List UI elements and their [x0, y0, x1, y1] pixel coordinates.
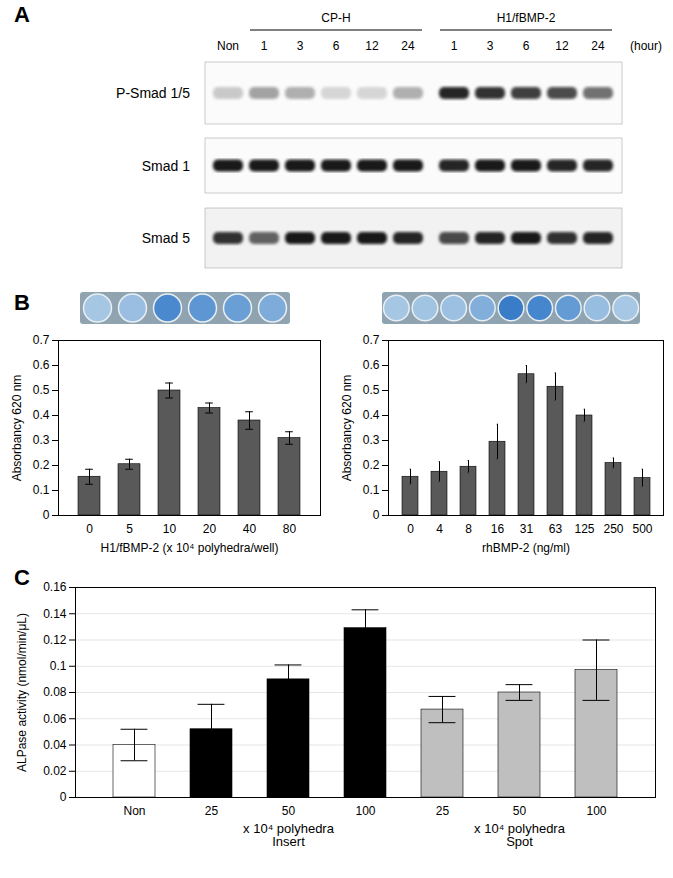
svg-text:0.5: 0.5	[363, 383, 380, 397]
svg-text:(hour): (hour)	[630, 39, 662, 53]
svg-text:24: 24	[591, 39, 605, 53]
svg-text:Smad 1: Smad 1	[142, 158, 190, 174]
svg-text:12: 12	[365, 39, 379, 53]
svg-text:3: 3	[487, 39, 494, 53]
svg-text:0.12: 0.12	[43, 633, 67, 647]
svg-text:P-Smad 1/5: P-Smad 1/5	[116, 85, 190, 101]
svg-text:10: 10	[163, 522, 177, 536]
svg-text:H1/fBMP-2: H1/fBMP-2	[497, 11, 556, 25]
svg-text:12: 12	[555, 39, 569, 53]
svg-text:100: 100	[586, 804, 606, 818]
svg-text:250: 250	[603, 522, 623, 536]
svg-text:0.02: 0.02	[43, 764, 67, 778]
svg-text:6: 6	[523, 39, 530, 53]
svg-text:500: 500	[632, 522, 652, 536]
svg-text:25: 25	[205, 804, 219, 818]
svg-text:0.3: 0.3	[363, 433, 380, 447]
svg-text:50: 50	[282, 804, 296, 818]
svg-text:0.4: 0.4	[363, 408, 380, 422]
svg-text:8: 8	[465, 522, 472, 536]
svg-text:0.1: 0.1	[50, 659, 67, 673]
svg-text:0.5: 0.5	[33, 383, 50, 397]
svg-text:1: 1	[451, 39, 458, 53]
svg-text:24: 24	[401, 39, 415, 53]
svg-text:0.16: 0.16	[43, 580, 67, 594]
svg-text:H1/fBMP-2 (x 10⁴ polyhedra/wel: H1/fBMP-2 (x 10⁴ polyhedra/well)	[101, 541, 279, 555]
svg-text:Smad 5: Smad 5	[142, 230, 190, 246]
svg-text:16: 16	[491, 522, 505, 536]
svg-text:0.2: 0.2	[33, 458, 50, 472]
svg-text:4: 4	[436, 522, 443, 536]
svg-text:0.4: 0.4	[33, 408, 50, 422]
svg-text:0.2: 0.2	[363, 458, 380, 472]
svg-text:25: 25	[436, 804, 450, 818]
svg-text:63: 63	[549, 522, 563, 536]
svg-text:100: 100	[355, 804, 375, 818]
svg-text:rhBMP-2 (ng/ml): rhBMP-2 (ng/ml)	[482, 541, 570, 555]
svg-text:0.08: 0.08	[43, 685, 67, 699]
svg-text:ALPase activity (nmol/min/μL): ALPase activity (nmol/min/μL)	[15, 613, 29, 772]
svg-text:Absorbancy 620 nm: Absorbancy 620 nm	[340, 375, 354, 482]
svg-text:CP-H: CP-H	[321, 11, 350, 25]
svg-text:Non: Non	[217, 39, 239, 53]
svg-text:0: 0	[373, 508, 380, 522]
svg-text:Non: Non	[123, 804, 145, 818]
svg-text:80: 80	[283, 522, 297, 536]
html-text:C: C	[14, 565, 30, 590]
svg-text:0.1: 0.1	[33, 483, 50, 497]
svg-text:3: 3	[297, 39, 304, 53]
svg-text:6: 6	[333, 39, 340, 53]
svg-text:x 10⁴ polyhedraSpot: x 10⁴ polyhedraSpot	[474, 821, 566, 849]
svg-text:Absorbancy 620 nm: Absorbancy 620 nm	[10, 375, 24, 482]
svg-text:1: 1	[261, 39, 268, 53]
svg-text:0.04: 0.04	[43, 738, 67, 752]
svg-text:5: 5	[126, 522, 133, 536]
svg-text:40: 40	[243, 522, 257, 536]
svg-text:0.6: 0.6	[33, 358, 50, 372]
svg-text:x 10⁴ polyhedraInsert: x 10⁴ polyhedraInsert	[243, 821, 335, 849]
svg-text:0.7: 0.7	[33, 333, 50, 347]
svg-text:50: 50	[513, 804, 527, 818]
svg-text:20: 20	[203, 522, 217, 536]
svg-text:0.7: 0.7	[363, 333, 380, 347]
svg-text:31: 31	[520, 522, 534, 536]
html-text:A: A	[14, 2, 30, 27]
svg-text:0.3: 0.3	[33, 433, 50, 447]
svg-text:0.14: 0.14	[43, 607, 67, 621]
svg-text:0.6: 0.6	[363, 358, 380, 372]
svg-text:0: 0	[86, 522, 93, 536]
svg-text:125: 125	[574, 522, 594, 536]
svg-text:0.1: 0.1	[363, 483, 380, 497]
svg-text:0.06: 0.06	[43, 712, 67, 726]
svg-text:0: 0	[407, 522, 414, 536]
html-text:B: B	[14, 290, 30, 315]
svg-text:0: 0	[43, 508, 50, 522]
svg-text:0: 0	[60, 790, 67, 804]
